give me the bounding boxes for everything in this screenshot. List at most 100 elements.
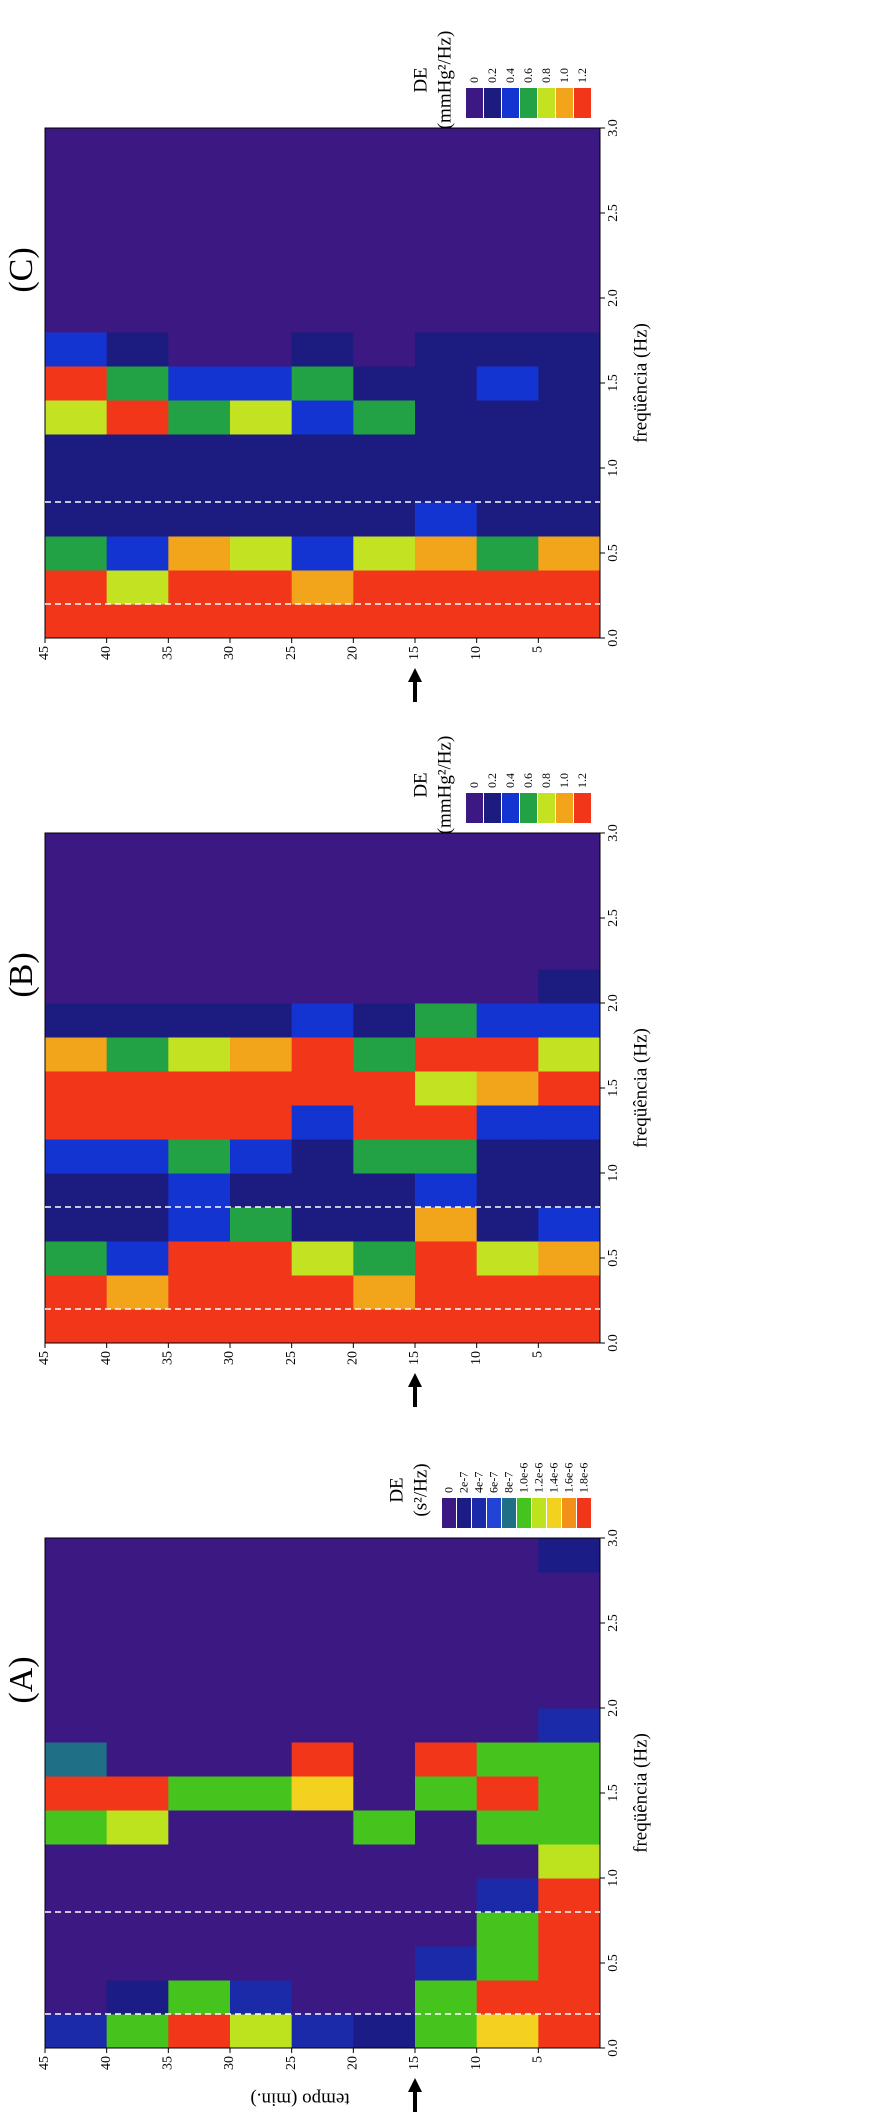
heatmap-cell	[106, 128, 169, 163]
heatmap-cell	[45, 298, 108, 333]
heatmap-cell	[415, 1844, 478, 1879]
heatmap-cell	[230, 1173, 293, 1208]
heatmap-cell	[353, 2014, 416, 2049]
heatmap-cell	[106, 570, 169, 605]
time-tick-label: 30	[222, 1351, 237, 1365]
heatmap-cell	[168, 833, 231, 868]
x-axis-title: freqüência (Hz)	[630, 323, 651, 443]
heatmap-cell	[230, 901, 293, 936]
freq-tick-label: 1.5	[606, 1079, 621, 1097]
heatmap-cell	[353, 1275, 416, 1310]
heatmap-cell	[168, 1037, 231, 1072]
heatmap-cell	[353, 1878, 416, 1913]
heatmap-cell	[353, 264, 416, 299]
panel-label: (B)	[3, 952, 40, 997]
heatmap-cell	[538, 128, 601, 163]
heatmap-cell	[230, 264, 293, 299]
heatmap-cell	[168, 2014, 231, 2049]
heatmap-cell	[415, 1912, 478, 1947]
heatmap-cell	[106, 434, 169, 469]
heatmap-cell	[476, 1275, 539, 1310]
heatmap-cell	[230, 1606, 293, 1641]
heatmap-cell	[168, 502, 231, 537]
heatmap-cell	[291, 2014, 354, 2049]
x-axis-title: freqüência (Hz)	[630, 1028, 651, 1148]
heatmap-cell	[353, 1207, 416, 1242]
heatmap-cell	[353, 1309, 416, 1344]
heatmap-cell	[538, 366, 601, 401]
heatmap-cell	[538, 196, 601, 231]
heatmap-cell	[45, 162, 108, 197]
heatmap-cell	[353, 570, 416, 605]
freq-tick-label: 0.5	[606, 1249, 621, 1267]
freq-tick-label: 2.5	[606, 1614, 621, 1632]
heatmap-cell	[415, 298, 478, 333]
heatmap-cell	[476, 935, 539, 970]
arrow-head	[408, 1373, 422, 1387]
colorbar-swatch	[466, 793, 483, 823]
heatmap-cell	[538, 969, 601, 1004]
heatmap-cell	[168, 604, 231, 639]
heatmap-cell	[476, 536, 539, 571]
colorbar-label: 0.2	[485, 68, 499, 83]
colorbar-label: 1.6e-6	[561, 1463, 575, 1493]
heatmap-cell	[230, 1742, 293, 1777]
heatmap-cell	[230, 1309, 293, 1344]
heatmap-cell	[353, 1173, 416, 1208]
colorbar-label: 1.8e-6	[576, 1463, 590, 1493]
heatmap-cell	[476, 128, 539, 163]
heatmap-cell	[415, 1037, 478, 1072]
heatmap-cell	[45, 1071, 108, 1106]
heatmap-cell	[106, 400, 169, 435]
heatmap-cell	[538, 1173, 601, 1208]
heatmap-cell	[538, 1207, 601, 1242]
freq-tick-label: 2.0	[606, 994, 621, 1012]
time-tick-label: 5	[531, 646, 546, 653]
freq-tick-label: 2.5	[606, 204, 621, 222]
heatmap-cell	[168, 1275, 231, 1310]
heatmap-cell	[353, 1538, 416, 1573]
heatmap-cell	[291, 901, 354, 936]
heatmap-cell	[353, 1037, 416, 1072]
heatmap-cell	[291, 434, 354, 469]
freq-tick-label: 1.5	[606, 1784, 621, 1802]
heatmap-cell	[230, 162, 293, 197]
heatmap-cell	[230, 1844, 293, 1879]
heatmap-cell	[415, 969, 478, 1004]
heatmap-cell	[45, 264, 108, 299]
heatmap-cell	[230, 1708, 293, 1743]
heatmap-cell	[106, 1275, 169, 1310]
heatmap-cell	[538, 867, 601, 902]
heatmap-cell	[476, 1003, 539, 1038]
time-tick-label: 35	[161, 646, 176, 660]
heatmap-cell	[168, 230, 231, 265]
heatmap-cell	[106, 1207, 169, 1242]
y-axis-title: tempo (min.)	[250, 2089, 349, 2110]
heatmap-cell	[353, 366, 416, 401]
heatmap-cell	[291, 1071, 354, 1106]
colorbar-label: 1.4e-6	[546, 1463, 560, 1493]
heatmap-cell	[45, 230, 108, 265]
heatmap-cell	[353, 400, 416, 435]
heatmap-cell	[106, 1538, 169, 1573]
colorbar-label: 0.8	[539, 68, 553, 83]
heatmap-cell	[476, 434, 539, 469]
heatmap-cell	[230, 1980, 293, 2015]
heatmap-cell	[476, 867, 539, 902]
heatmap-cell	[230, 230, 293, 265]
heatmap-cell	[538, 833, 601, 868]
colorbar-title: DE	[410, 772, 431, 797]
heatmap-cell	[291, 1538, 354, 1573]
heatmap-cell	[230, 468, 293, 503]
heatmap-cell	[168, 434, 231, 469]
heatmap-cell	[538, 1538, 601, 1573]
heatmap-cell	[106, 1742, 169, 1777]
heatmap-cell	[106, 536, 169, 571]
heatmap-cell	[353, 1810, 416, 1845]
heatmap-cell	[476, 1037, 539, 1072]
heatmap-cell	[476, 604, 539, 639]
heatmap-cell	[353, 935, 416, 970]
heatmap-cell	[476, 196, 539, 231]
heatmap-cell	[168, 1105, 231, 1140]
colorbar-label: 1.0e-6	[516, 1463, 530, 1493]
